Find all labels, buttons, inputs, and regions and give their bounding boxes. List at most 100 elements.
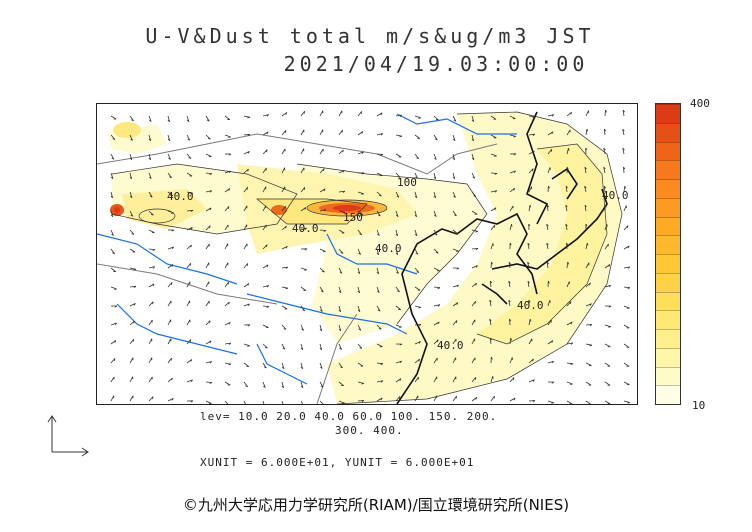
wind-arrow-head xyxy=(281,366,285,369)
wind-arrow xyxy=(243,381,249,388)
wind-arrow xyxy=(623,286,631,289)
wind-arrow xyxy=(433,357,438,364)
wind-arrow-head xyxy=(418,324,422,327)
wind-arrow xyxy=(243,263,249,269)
legend-color-cell xyxy=(656,272,680,292)
wind-arrow-head xyxy=(246,263,249,266)
wind-arrow xyxy=(376,112,383,117)
wind-arrow-head xyxy=(112,138,116,140)
wind-arrow-head xyxy=(340,252,344,254)
wind-arrow xyxy=(433,172,437,179)
wind-arrow xyxy=(565,186,568,193)
wind-arrow xyxy=(546,204,549,212)
wind-arrow-head xyxy=(565,223,568,227)
wind-arrow-head xyxy=(152,396,154,400)
wind-arrow-head xyxy=(130,138,133,141)
wind-arrow xyxy=(148,338,153,345)
wind-arrow-head xyxy=(133,303,136,306)
wind-arrow-head xyxy=(322,405,324,406)
wind-arrow xyxy=(262,186,267,193)
wind-arrow-head xyxy=(285,130,287,133)
legend-color-cell xyxy=(656,235,680,254)
wind-arrow xyxy=(338,305,341,312)
wind-arrow xyxy=(129,153,133,160)
wind-arrow-head xyxy=(471,157,475,160)
wind-arrow xyxy=(148,229,155,233)
wind-arrow-head xyxy=(416,271,420,273)
wind-arrow xyxy=(167,357,172,364)
wind-arrow xyxy=(452,302,459,307)
wind-arrow xyxy=(414,341,421,345)
wind-arrow xyxy=(490,376,494,383)
wind-arrow-head xyxy=(228,322,231,325)
wind-arrow-head xyxy=(380,154,384,156)
wind-arrow xyxy=(623,305,630,309)
wind-arrow-head xyxy=(532,379,535,382)
wind-arrow xyxy=(224,224,229,231)
wind-arrow-head xyxy=(150,214,154,216)
wind-arrow xyxy=(528,205,531,212)
wind-arrow-head xyxy=(551,361,554,364)
wind-arrow xyxy=(490,134,497,139)
wind-arrow-head xyxy=(247,283,250,286)
wind-arrow xyxy=(585,324,593,326)
wind-arrow-head xyxy=(111,233,114,236)
wind-arrow-head xyxy=(110,195,113,199)
wind-arrow xyxy=(623,205,627,212)
wind-arrow-head xyxy=(266,114,270,117)
dust-shading xyxy=(107,112,622,404)
wind-arrow xyxy=(186,281,191,288)
wind-arrow xyxy=(205,207,212,212)
wind-arrow xyxy=(395,396,401,402)
wind-arrow xyxy=(205,300,210,307)
wind-arrow-head xyxy=(377,233,380,236)
wind-arrow xyxy=(205,400,212,404)
color-legend xyxy=(655,103,681,405)
wind-arrow-head xyxy=(415,252,419,255)
wind-arrow xyxy=(110,134,116,140)
wind-arrow xyxy=(623,266,630,269)
wind-arrow-head xyxy=(608,305,612,308)
wind-arrow xyxy=(566,261,569,269)
wind-arrow xyxy=(433,286,441,289)
wind-arrow-head xyxy=(380,133,384,136)
wind-arrow-head xyxy=(357,290,360,294)
wind-arrow-head xyxy=(301,328,304,331)
wind-arrow-head xyxy=(399,135,403,138)
wind-arrow-head xyxy=(320,290,324,293)
wind-arrow xyxy=(395,267,399,274)
wind-arrow xyxy=(319,129,324,136)
wind-arrow xyxy=(167,115,170,122)
wind-arrow-head xyxy=(494,173,498,175)
wind-arrow-head xyxy=(171,282,173,285)
wind-arrow xyxy=(395,210,399,217)
wind-arrow-head xyxy=(114,358,116,361)
wind-arrow-head xyxy=(570,363,574,365)
wind-arrow-head xyxy=(377,309,381,312)
legend-color-cell xyxy=(656,122,680,142)
wind-arrow xyxy=(167,282,173,288)
wind-arrow-head xyxy=(396,195,400,198)
wind-arrow-head xyxy=(608,326,611,328)
wind-arrow xyxy=(585,129,588,136)
legend-color-cell xyxy=(656,179,680,198)
wind-arrow xyxy=(452,210,457,217)
wind-arrow xyxy=(471,153,475,160)
wind-arrow-head xyxy=(532,168,534,172)
wind-arrow-head xyxy=(513,170,516,174)
wind-arrow-head xyxy=(285,112,288,115)
wind-arrow-head xyxy=(376,252,379,256)
legend-color-cell xyxy=(656,291,680,311)
wind-arrow-head xyxy=(622,109,625,113)
wind-arrow-head xyxy=(361,131,364,134)
wind-arrow xyxy=(528,133,535,136)
contour-levels-line1: lev= 10.0 20.0 40.0 60.0 100. 150. 200. xyxy=(200,410,498,423)
wind-arrow-head xyxy=(114,305,118,308)
wind-arrow-head xyxy=(546,223,549,227)
wind-arrow xyxy=(281,305,288,310)
wind-arrow-head xyxy=(627,287,631,289)
wind-arrow xyxy=(338,381,344,387)
wind-arrow-head xyxy=(190,359,193,362)
wind-arrow-head xyxy=(323,188,326,192)
wind-arrow xyxy=(528,150,535,155)
